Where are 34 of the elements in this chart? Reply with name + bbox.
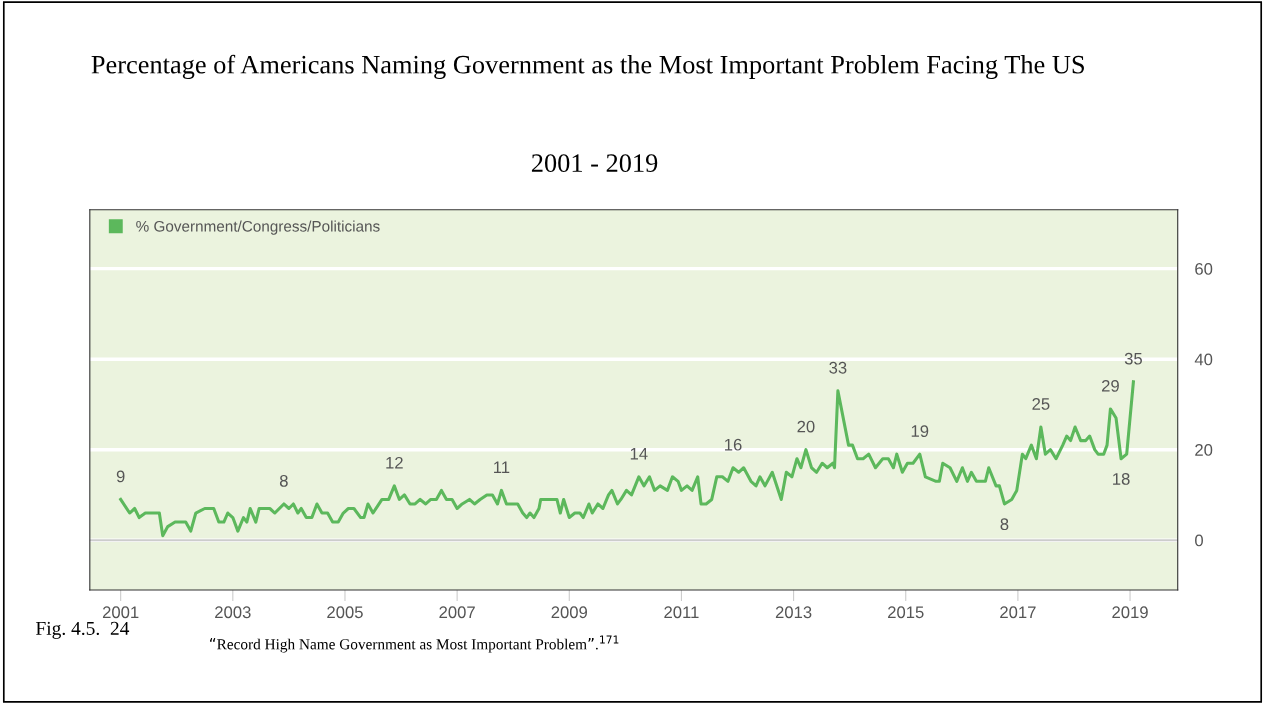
y-tick-label: 0 — [1195, 534, 1203, 547]
data-label: 8 — [1000, 518, 1009, 531]
x-tick-label: 2009 — [551, 606, 588, 619]
text: “Record High Name Government as Most Important Problem”.$^{171}$ — [210, 635, 619, 653]
data-label: 11 — [494, 461, 510, 474]
y-tick-label: 60 — [1195, 263, 1213, 275]
x-tick-label: 2017 — [1000, 606, 1036, 619]
data-label: 29 — [1101, 379, 1119, 392]
data-label: 18 — [1113, 473, 1130, 485]
data-label: 14 — [630, 448, 648, 460]
chart-subtitle: 2001 - 2019 — [531, 154, 658, 173]
data-label: 12 — [386, 456, 403, 469]
y-tick-label: 20 — [1195, 444, 1213, 456]
x-tick-label: 2001 — [102, 606, 139, 619]
x-tick-label: 2019 — [1112, 606, 1148, 619]
data-label: 19 — [911, 425, 929, 437]
x-tick-label: 2005 — [327, 606, 363, 619]
data-label: 9 — [116, 470, 125, 483]
x-tick-label: 2011 — [664, 606, 699, 619]
x-tick-label: 2015 — [888, 606, 924, 619]
data-label: 25 — [1032, 398, 1050, 410]
data-label: 16 — [725, 438, 742, 451]
data-label: 8 — [279, 474, 288, 487]
data-label: 33 — [829, 361, 847, 374]
data-label: 20 — [797, 420, 815, 433]
caption: Fig. 4.5. 24 — [35, 621, 130, 639]
line-series — [119, 380, 1135, 538]
x-tick-label: 2007 — [439, 606, 475, 619]
x-tick-label: 2013 — [775, 606, 812, 619]
y-tick-label: 40 — [1194, 353, 1213, 366]
x-tick-label: 2003 — [215, 606, 251, 619]
chart-title: Percentage of Americans Naming Government as the Most Important Problem Facing The US — [91, 54, 1084, 80]
data-label: 35 — [1124, 352, 1142, 365]
legend-label: % Government/Congress/Politicians — [136, 220, 380, 235]
